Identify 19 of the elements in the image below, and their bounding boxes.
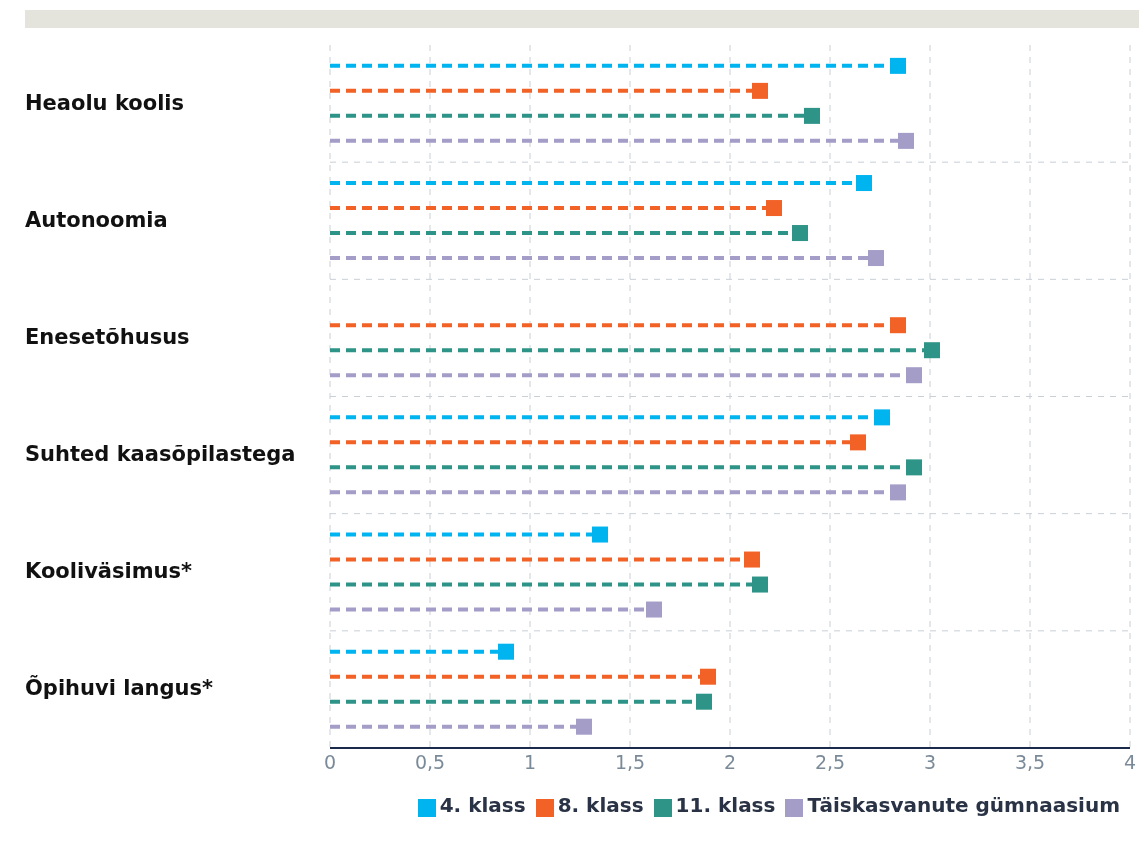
x-tick-label: 0: [323, 751, 337, 774]
x-tick-label: 1: [523, 751, 537, 774]
x-tick-label: 2: [723, 751, 737, 774]
x-tick-label: 3,5: [1014, 751, 1046, 774]
y-tick-label: Enesetõhusus: [25, 324, 190, 349]
y-tick-label: Kooliväsimus*: [25, 559, 193, 584]
x-tick-label: 0,5: [414, 751, 446, 774]
x-tick-label: 2,5: [814, 751, 846, 774]
y-tick-label: Õpihuvi langus*: [25, 675, 213, 701]
x-tick-label: 3: [923, 751, 937, 774]
legend-label: 4. klass: [439, 793, 526, 817]
legend-label: Täiskasvanute gümnaasium: [807, 793, 1120, 817]
x-tick-label: 1,5: [614, 751, 646, 774]
x-tick-label: 4: [1123, 751, 1137, 774]
y-tick-label: Autonoomia: [25, 207, 168, 232]
legend-label: 8. klass: [557, 793, 644, 817]
y-tick-label: Heaolu koolis: [25, 90, 185, 115]
y-tick-label: Suhted kaasõpilastega: [25, 442, 296, 467]
legend-label: 11. klass: [675, 793, 776, 817]
